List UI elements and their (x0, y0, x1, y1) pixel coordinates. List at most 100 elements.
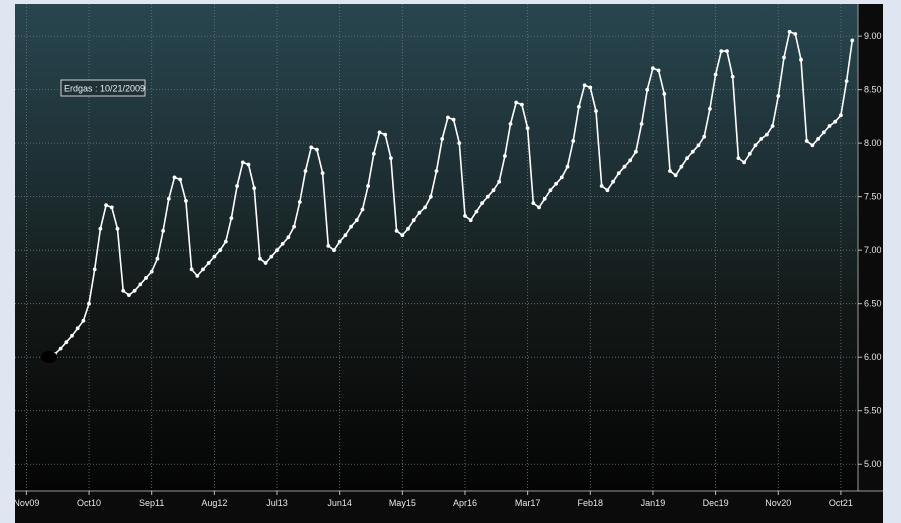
data-point (582, 83, 587, 88)
data-point (491, 188, 496, 193)
x-tick-label: Oct10 (77, 498, 101, 508)
data-point (172, 175, 177, 180)
data-point (759, 137, 764, 141)
x-tick-label: Mar17 (515, 498, 541, 508)
x-tick-label: Nov20 (765, 498, 791, 508)
data-point (850, 38, 855, 43)
data-point (725, 49, 729, 53)
plot-background (15, 4, 858, 491)
data-point (662, 92, 667, 96)
data-point (548, 188, 553, 193)
data-point (690, 149, 695, 154)
data-point (292, 224, 296, 229)
data-point (742, 160, 746, 165)
data-point (246, 162, 251, 167)
data-point (104, 203, 108, 208)
data-point (269, 254, 274, 259)
data-point (451, 117, 456, 122)
data-point (531, 201, 536, 206)
data-point (121, 288, 126, 293)
data-point (178, 177, 183, 182)
data-point (628, 158, 633, 163)
data-point (622, 164, 627, 169)
data-point (258, 256, 262, 261)
data-point (394, 229, 399, 233)
data-point (446, 115, 450, 120)
data-point (554, 181, 558, 186)
x-tick-label: Sep11 (139, 498, 164, 508)
data-point (747, 151, 752, 156)
data-point (588, 85, 593, 90)
data-point (520, 102, 524, 107)
data-point (235, 184, 240, 188)
data-point (497, 179, 502, 184)
data-point (184, 199, 188, 203)
data-point (320, 171, 325, 176)
data-point (639, 122, 644, 126)
data-point (503, 154, 507, 158)
data-point (480, 201, 484, 206)
data-point (229, 216, 234, 221)
data-point (98, 226, 103, 231)
data-point (332, 248, 336, 253)
data-point (577, 104, 581, 109)
data-point (485, 194, 490, 199)
grid-lines (15, 4, 858, 491)
data-point (428, 194, 433, 199)
data-point (827, 124, 832, 128)
data-point (366, 184, 370, 188)
data-point (736, 156, 741, 161)
y-tick-label: 5.50 (864, 406, 882, 416)
y-tick-label: 7.00 (864, 245, 882, 255)
data-point (161, 229, 166, 233)
data-point (793, 32, 798, 36)
data-point (753, 143, 758, 148)
y-tick-label: 5.00 (864, 459, 882, 469)
data-point (634, 149, 638, 154)
data-point (70, 333, 74, 338)
data-point (468, 218, 473, 223)
data-point (223, 239, 228, 244)
data-point (571, 139, 576, 143)
data-point (144, 276, 148, 280)
data-point (730, 74, 735, 79)
data-point (343, 233, 348, 238)
data-point (383, 132, 388, 137)
y-tick-label: 8.00 (864, 138, 882, 148)
x-tick-label: Feb18 (578, 498, 604, 508)
x-tick-label: Aug12 (201, 498, 227, 508)
data-point (354, 218, 359, 223)
data-point (115, 226, 120, 231)
data-point (611, 179, 615, 184)
data-point (463, 214, 467, 218)
data-point (685, 156, 689, 161)
data-point (166, 196, 171, 201)
data-point (542, 196, 547, 201)
data-point (417, 210, 422, 215)
data-point (787, 29, 792, 34)
data-point (821, 130, 826, 135)
data-point (645, 87, 650, 92)
data-point (337, 239, 342, 244)
y-tick-label: 6.50 (864, 299, 882, 309)
data-point (155, 256, 160, 261)
y-tick-label: 8.50 (864, 85, 882, 95)
data-point (696, 143, 701, 148)
data-point (804, 139, 809, 143)
data-point (206, 261, 211, 265)
data-point (474, 209, 479, 214)
data-point (371, 151, 376, 156)
data-point (605, 188, 610, 193)
x-tick-label: Jun14 (327, 498, 352, 508)
data-point (263, 261, 268, 265)
data-point (668, 169, 672, 173)
data-point (195, 274, 200, 278)
data-point (360, 207, 365, 212)
data-point (525, 126, 530, 131)
data-point (212, 254, 217, 259)
data-point (189, 267, 194, 272)
data-point (406, 226, 410, 231)
data-point (326, 244, 331, 248)
data-point (651, 66, 655, 71)
